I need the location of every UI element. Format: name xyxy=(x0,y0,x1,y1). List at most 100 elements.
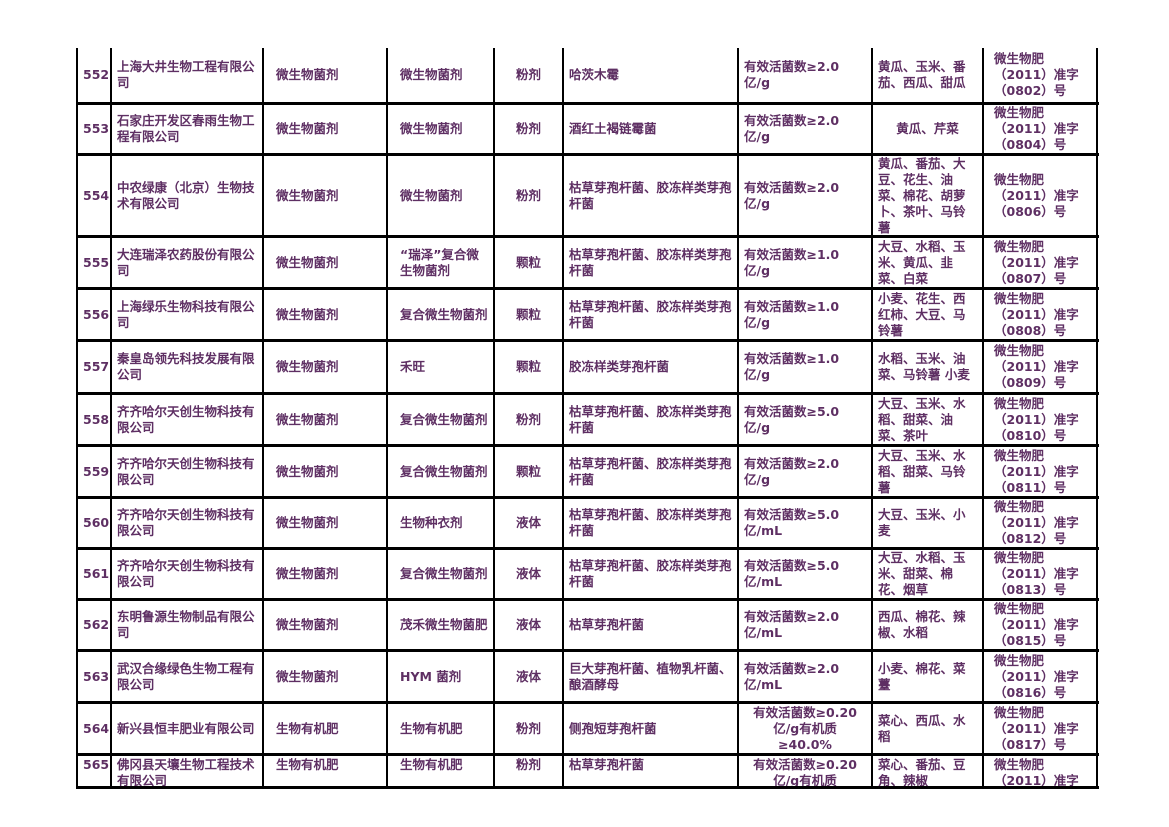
cell-technical-spec: 有效活菌数≥2.0 亿/g xyxy=(739,105,873,153)
cell-product-category-text: 微生物菌剂 xyxy=(276,463,339,479)
cell-technical-spec-text: 有效活菌数≥1.0 亿/g xyxy=(744,246,840,278)
cell-company-name-text: 齐齐哈尔天创生物科技有限公司 xyxy=(117,558,255,589)
cell-product-name: 茂禾微生物菌肥 xyxy=(388,601,495,649)
cell-technical-spec-text: 有效活菌数≥5.0 亿/mL xyxy=(744,507,840,538)
cell-registration-number: 微生物肥 （2011）准字 （0813）号 xyxy=(984,550,1098,598)
cell-effective-strains-text: 枯草芽孢杆菌、胶冻样类芽孢杆菌 xyxy=(569,507,732,538)
cell-product-name: 复合微生物菌剂 xyxy=(388,395,495,444)
cell-product-name-text: 生物种衣剂 xyxy=(400,515,463,530)
cell-product-category-text: 微生物菌剂 xyxy=(276,515,339,530)
cell-company-name-text: 齐齐哈尔天创生物科技有限公司 xyxy=(117,403,255,435)
cell-serial-number: 561 xyxy=(78,550,112,598)
cell-technical-spec: 有效活菌数≥0.20 亿/g有机质 xyxy=(739,756,873,786)
cell-registration-number: 微生物肥 （2011）准字 （0812）号 xyxy=(984,499,1098,547)
cell-dosage-form-text: 液体 xyxy=(515,617,541,632)
cell-product-name: 微生物菌剂 xyxy=(388,48,495,102)
cell-applicable-crops: 大豆、水稻、玉米、黄瓜、韭菜、白菜 xyxy=(873,238,984,287)
cell-technical-spec-text: 有效活菌数≥0.20 亿/g有机质 xyxy=(753,757,857,786)
cell-product-name-text: 复合微生物菌剂 xyxy=(400,566,488,581)
cell-company-name-text: 齐齐哈尔天创生物科技有限公司 xyxy=(117,455,255,487)
table-row: 561 齐齐哈尔天创生物科技有限公司 微生物菌剂 复合微生物菌剂 液体 枯草芽孢杆菌、胶冻… xyxy=(78,550,1099,601)
cell-registration-number-text: 微生物肥 （2011）准字 （0806）号 xyxy=(994,171,1079,219)
cell-effective-strains-text: 侧孢短芽孢杆菌 xyxy=(569,720,657,736)
cell-applicable-crops: 大豆、玉米、小麦 xyxy=(873,499,984,547)
cell-registration-number: 微生物肥 （2011）准字 （0804）号 xyxy=(984,105,1098,153)
cell-dosage-form: 粉剂 xyxy=(495,704,564,753)
cell-dosage-form-text: 粉剂 xyxy=(515,67,541,82)
cell-registration-number-text: 微生物肥 （2011）准字 （0813）号 xyxy=(994,550,1079,597)
cell-registration-number-text: 微生物肥 （2011）准字 （0810）号 xyxy=(994,395,1079,443)
cell-dosage-form-text: 粉剂 xyxy=(515,720,541,736)
cell-product-name: 微生物菌剂 xyxy=(388,105,495,153)
cell-technical-spec: 有效活菌数≥5.0 亿/mL xyxy=(739,550,873,598)
cell-product-category: 生物有机肥 xyxy=(264,704,388,753)
cell-product-category-text: 微生物菌剂 xyxy=(276,254,339,270)
cell-serial-number-text: 555 xyxy=(83,254,110,270)
cell-applicable-crops-text: 大豆、玉米、水稻、甜菜、马铃薯 xyxy=(878,447,966,495)
cell-dosage-form: 颗粒 xyxy=(495,447,564,496)
cell-dosage-form: 粉剂 xyxy=(495,156,564,235)
cell-applicable-crops: 大豆、玉米、水稻、甜菜、马铃薯 xyxy=(873,447,984,496)
cell-technical-spec: 有效活菌数≥5.0 亿/mL xyxy=(739,499,873,547)
cell-registration-number-text: 微生物肥 （2011）准字 （0812）号 xyxy=(994,499,1079,546)
cell-technical-spec: 有效活菌数≥2.0 亿/mL xyxy=(739,601,873,649)
cell-serial-number-text: 560 xyxy=(83,515,110,530)
table-row: 552 上海大井生物工程有限公司 微生物菌剂 微生物菌剂 粉剂 哈茨木霉 有效活菌数≥2.0… xyxy=(78,48,1099,105)
cell-applicable-crops: 菜心、番茄、豆角、辣椒 xyxy=(873,756,984,786)
cell-technical-spec: 有效活菌数≥1.0 亿/g xyxy=(739,238,873,287)
cell-product-category-text: 微生物菌剂 xyxy=(276,306,339,322)
cell-dosage-form: 液体 xyxy=(495,499,564,547)
cell-company-name: 中农绿康（北京）生物技术有限公司 xyxy=(112,156,264,235)
cell-company-name-text: 石家庄开发区春雨生物工程有限公司 xyxy=(117,113,255,144)
cell-product-category-text: 生物有机肥 xyxy=(276,720,339,736)
cell-company-name: 齐齐哈尔天创生物科技有限公司 xyxy=(112,499,264,547)
cell-dosage-form-text: 颗粒 xyxy=(515,306,541,322)
cell-technical-spec-text: 有效活菌数≥0.20 亿/g有机质 ≥40.0% xyxy=(753,704,857,752)
cell-registration-number-text: 微生物肥 （2011）准字 （0807）号 xyxy=(994,238,1079,286)
cell-product-category: 微生物菌剂 xyxy=(264,105,388,153)
cell-applicable-crops-text: 西瓜、棉花、辣椒、水稻 xyxy=(878,609,966,640)
cell-technical-spec-text: 有效活菌数≥2.0 亿/g xyxy=(744,179,840,211)
cell-serial-number-text: 554 xyxy=(83,187,110,203)
table-row: 558 齐齐哈尔天创生物科技有限公司 微生物菌剂 复合微生物菌剂 粉剂 枯草芽孢杆菌、胶冻… xyxy=(78,395,1099,447)
cell-company-name: 上海大井生物工程有限公司 xyxy=(112,48,264,102)
cell-effective-strains: 哈茨木霉 xyxy=(564,48,739,102)
cell-dosage-form-text: 液体 xyxy=(515,515,541,530)
cell-serial-number: 565 xyxy=(78,756,112,786)
cell-registration-number: 微生物肥 （2011）准字 （0809）号 xyxy=(984,342,1098,392)
cell-applicable-crops-text: 大豆、水稻、玉米、黄瓜、韭菜、白菜 xyxy=(878,238,966,286)
cell-effective-strains-text: 枯草芽孢杆菌、胶冻样类芽孢杆菌 xyxy=(569,403,732,435)
cell-serial-number-text: 559 xyxy=(83,463,110,479)
cell-effective-strains: 枯草芽孢杆菌、胶冻样类芽孢杆菌 xyxy=(564,238,739,287)
cell-product-name: 复合微生物菌剂 xyxy=(388,447,495,496)
cell-effective-strains-text: 胶冻样类芽孢杆菌 xyxy=(569,359,670,374)
cell-effective-strains: 枯草芽孢杆菌、胶冻样类芽孢杆菌 xyxy=(564,550,739,598)
cell-effective-strains: 枯草芽孢杆菌 xyxy=(564,601,739,649)
cell-product-category-text: 微生物菌剂 xyxy=(276,187,339,203)
cell-serial-number: 564 xyxy=(78,704,112,753)
cell-applicable-crops: 水稻、玉米、油菜、马铃薯 小麦 xyxy=(873,342,984,392)
cell-product-category: 微生物菌剂 xyxy=(264,342,388,392)
cell-serial-number-text: 561 xyxy=(83,566,110,581)
cell-product-category-text: 微生物菌剂 xyxy=(276,617,339,632)
cell-serial-number-text: 556 xyxy=(83,306,110,322)
cell-effective-strains: 巨大芽孢杆菌、植物乳杆菌、酿酒酵母 xyxy=(564,652,739,701)
cell-dosage-form-text: 液体 xyxy=(515,566,541,581)
cell-product-name-text: 生物有机肥 xyxy=(400,720,463,736)
cell-technical-spec-text: 有效活菌数≥2.0 亿/mL xyxy=(744,660,840,692)
cell-registration-number: 微生物肥 （2011）准字 （0815）号 xyxy=(984,601,1098,649)
cell-applicable-crops: 黄瓜、番茄、大豆、花生、油菜、棉花、胡萝卜、茶叶、马铃薯 xyxy=(873,156,984,235)
cell-company-name: 秦皇岛领先科技发展有限公司 xyxy=(112,342,264,392)
cell-effective-strains-text: 枯草芽孢杆菌、胶冻样类芽孢杆菌 xyxy=(569,558,732,589)
cell-dosage-form-text: 液体 xyxy=(515,668,541,684)
cell-product-name-text: 复合微生物菌剂 xyxy=(400,463,488,479)
cell-company-name: 上海绿乐生物科技有限公司 xyxy=(112,290,264,339)
cell-effective-strains-text: 枯草芽孢杆菌、胶冻样类芽孢杆菌 xyxy=(569,298,732,330)
cell-company-name: 石家庄开发区春雨生物工程有限公司 xyxy=(112,105,264,153)
cell-dosage-form-text: 颗粒 xyxy=(515,463,541,479)
cell-product-category: 微生物菌剂 xyxy=(264,290,388,339)
cell-serial-number-text: 565 xyxy=(83,757,110,772)
cell-product-category: 微生物菌剂 xyxy=(264,238,388,287)
table-row: 557 秦皇岛领先科技发展有限公司 微生物菌剂 禾旺 颗粒 胶冻样类芽孢杆菌 有效活菌数≥1… xyxy=(78,342,1099,395)
cell-effective-strains-text: 枯草芽孢杆菌 xyxy=(569,617,645,632)
